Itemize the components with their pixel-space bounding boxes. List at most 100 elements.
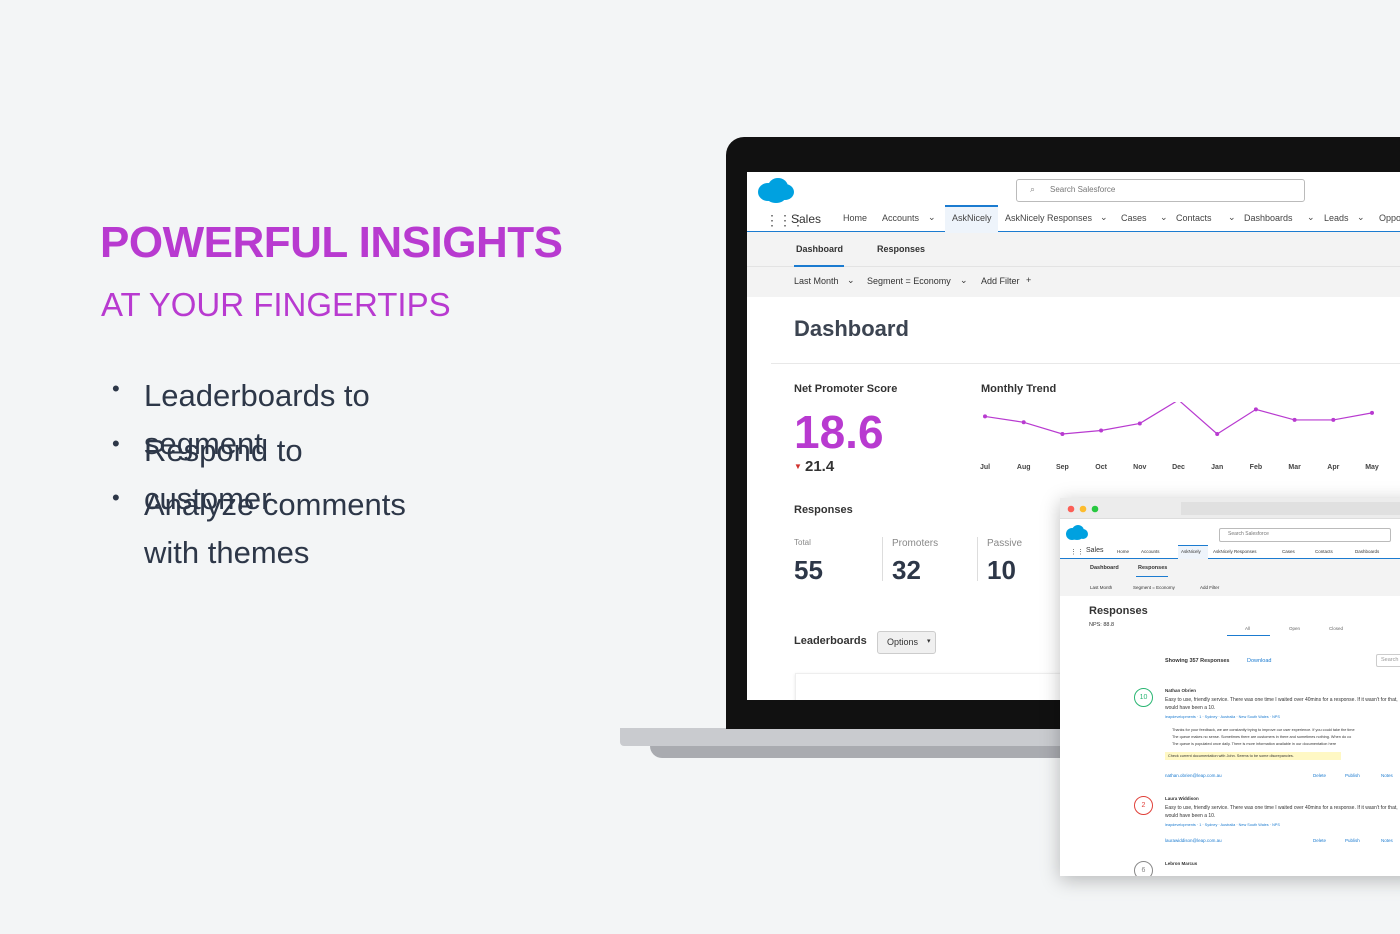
search-icon: ⌕ <box>1030 184 1036 194</box>
month-label: Dec <box>1172 464 1185 471</box>
search-placeholder[interactable]: Search Salesforce <box>1050 185 1116 194</box>
stat-divider <box>882 537 883 581</box>
filter-tab[interactable]: All <box>1245 626 1251 631</box>
action[interactable]: Publish <box>1345 773 1360 778</box>
filter[interactable]: Add Filter <box>1200 585 1220 590</box>
month-label: May <box>1365 464 1379 471</box>
nav-item[interactable]: Dashboards <box>1244 213 1293 223</box>
stat-value: 10 <box>987 555 1016 585</box>
showing-count: Showing 357 Responses <box>1165 658 1230 664</box>
nav-item[interactable]: Oppo <box>1379 213 1400 223</box>
note: Check current documentation with John. S… <box>1165 752 1341 760</box>
action[interactable]: Delete <box>1313 838 1327 843</box>
bullet-dot: • <box>112 376 120 401</box>
filter-tab[interactable]: Closed <box>1329 626 1344 631</box>
search-placeholder[interactable]: Search <box>1381 657 1399 663</box>
bullet-text: Respond to customer <box>144 433 303 516</box>
stat-value: 55 <box>794 555 823 585</box>
search-box[interactable] <box>1376 654 1400 667</box>
stat-label: Total <box>794 538 811 547</box>
comment: Easy to use, friendly service. There was… <box>1165 697 1398 711</box>
email[interactable]: nathan.obrien@leap.com.au <box>1165 773 1222 778</box>
respondent-name: Nathan Obrien <box>1165 688 1197 693</box>
leaderboards-label: Leaderboards <box>794 635 867 647</box>
page-title: Responses <box>1089 605 1148 617</box>
nav-item[interactable]: AskNicely Responses <box>1005 213 1093 223</box>
trend-chart: Jul Aug Sep Oct Nov Dec Jan Feb Mar Apr May <box>980 402 1379 471</box>
respondent-name: Laura Widdison <box>1165 796 1199 801</box>
nav-line <box>1060 558 1400 559</box>
options-label[interactable]: Options <box>887 637 919 647</box>
respondent-name: Lebron Marcus <box>1165 861 1198 866</box>
stat-label: Promoters <box>892 538 939 549</box>
month-label: Sep <box>1056 464 1069 471</box>
action[interactable]: Delete <box>1313 773 1327 778</box>
search-box[interactable] <box>1219 528 1391 542</box>
nav-item[interactable]: Home <box>843 213 868 223</box>
filter[interactable]: Add Filter <box>981 276 1020 286</box>
trend-label: Monthly Trend <box>981 383 1057 395</box>
filter[interactable]: Last Month <box>1090 585 1113 590</box>
month-label: Nov <box>1133 464 1146 471</box>
page-title: Dashboard <box>794 316 909 341</box>
nav-item[interactable]: Cases <box>1121 213 1147 223</box>
nav-caret: ⌄ <box>1228 212 1236 222</box>
app-launcher[interactable]: ⋮⋮ <box>1070 549 1084 556</box>
app-launcher[interactable]: ⋮⋮⋮ <box>765 212 805 228</box>
filter[interactable]: Last Month <box>794 276 839 286</box>
options-button[interactable] <box>877 631 936 654</box>
month-label: Mar <box>1288 464 1301 471</box>
nav-item[interactable]: Contacts <box>1176 213 1212 223</box>
action[interactable]: Publish <box>1345 838 1360 843</box>
sub-tab[interactable]: Responses <box>1138 565 1168 571</box>
month-label: Jul <box>980 464 990 471</box>
nav-item[interactable]: AskNicely <box>1181 549 1201 554</box>
bullet-text: Leaderboards to segment <box>144 378 370 461</box>
download-link[interactable]: Download <box>1247 658 1272 664</box>
tab-underline <box>1227 635 1270 636</box>
nav-caret: ⌄ <box>1357 212 1365 222</box>
window-controls[interactable] <box>1066 504 1106 514</box>
action[interactable]: Notes <box>1381 773 1393 778</box>
nav-item[interactable]: Contacts <box>1315 549 1333 554</box>
sub-tab[interactable]: Dashboard <box>796 244 844 254</box>
tags: leapdevelopments · 1 · Sydney · Australi… <box>1165 715 1280 719</box>
trend-point <box>1099 428 1104 433</box>
score-circle: 6 <box>1134 861 1153 876</box>
logo <box>758 178 794 203</box>
address-bar <box>1181 502 1400 515</box>
nav-item[interactable]: AskNicely Responses <box>1213 549 1257 554</box>
sub-tab[interactable]: Dashboard <box>1090 565 1119 571</box>
nav-item[interactable]: Accounts <box>1141 549 1160 554</box>
email[interactable]: laurawiddison@leap.com.au <box>1165 838 1222 843</box>
filter-tab[interactable]: Open <box>1289 626 1301 631</box>
divider <box>747 266 1400 267</box>
search-placeholder[interactable]: Search Salesforce <box>1228 531 1269 537</box>
nav-active <box>1178 545 1208 559</box>
sub-tab[interactable]: Responses <box>877 244 926 254</box>
trend-point <box>1021 420 1026 425</box>
trend-point <box>1292 417 1297 422</box>
nav-item[interactable]: AskNicely <box>952 213 992 223</box>
nav-item[interactable]: Home <box>1117 549 1130 554</box>
nav-item[interactable]: Accounts <box>882 213 920 223</box>
nav-item[interactable]: Dashboards <box>1355 549 1380 554</box>
trend-line <box>984 402 1373 435</box>
stat-value: 32 <box>892 555 921 585</box>
month-label: Apr <box>1327 464 1339 471</box>
nav-item[interactable]: Cases <box>1282 549 1295 554</box>
bullet-dot: • <box>112 431 120 456</box>
nav-item[interactable]: Leads <box>1324 213 1349 223</box>
action[interactable]: Notes <box>1381 838 1393 843</box>
search-box[interactable] <box>1016 179 1305 202</box>
app-name: Sales <box>791 212 822 226</box>
nps-text: NPS: 88.8 <box>1089 622 1115 628</box>
options-caret: ▾ <box>927 638 931 645</box>
filter[interactable]: Segment = Economy <box>1133 585 1175 590</box>
month-label: Oct <box>1095 464 1107 471</box>
nav-caret: ⌄ <box>928 212 936 222</box>
month-label: Feb <box>1250 464 1262 471</box>
tab-underline <box>1136 576 1168 577</box>
filter[interactable]: Segment = Economy <box>867 276 951 286</box>
filter-icon: ⌄ <box>960 275 968 285</box>
